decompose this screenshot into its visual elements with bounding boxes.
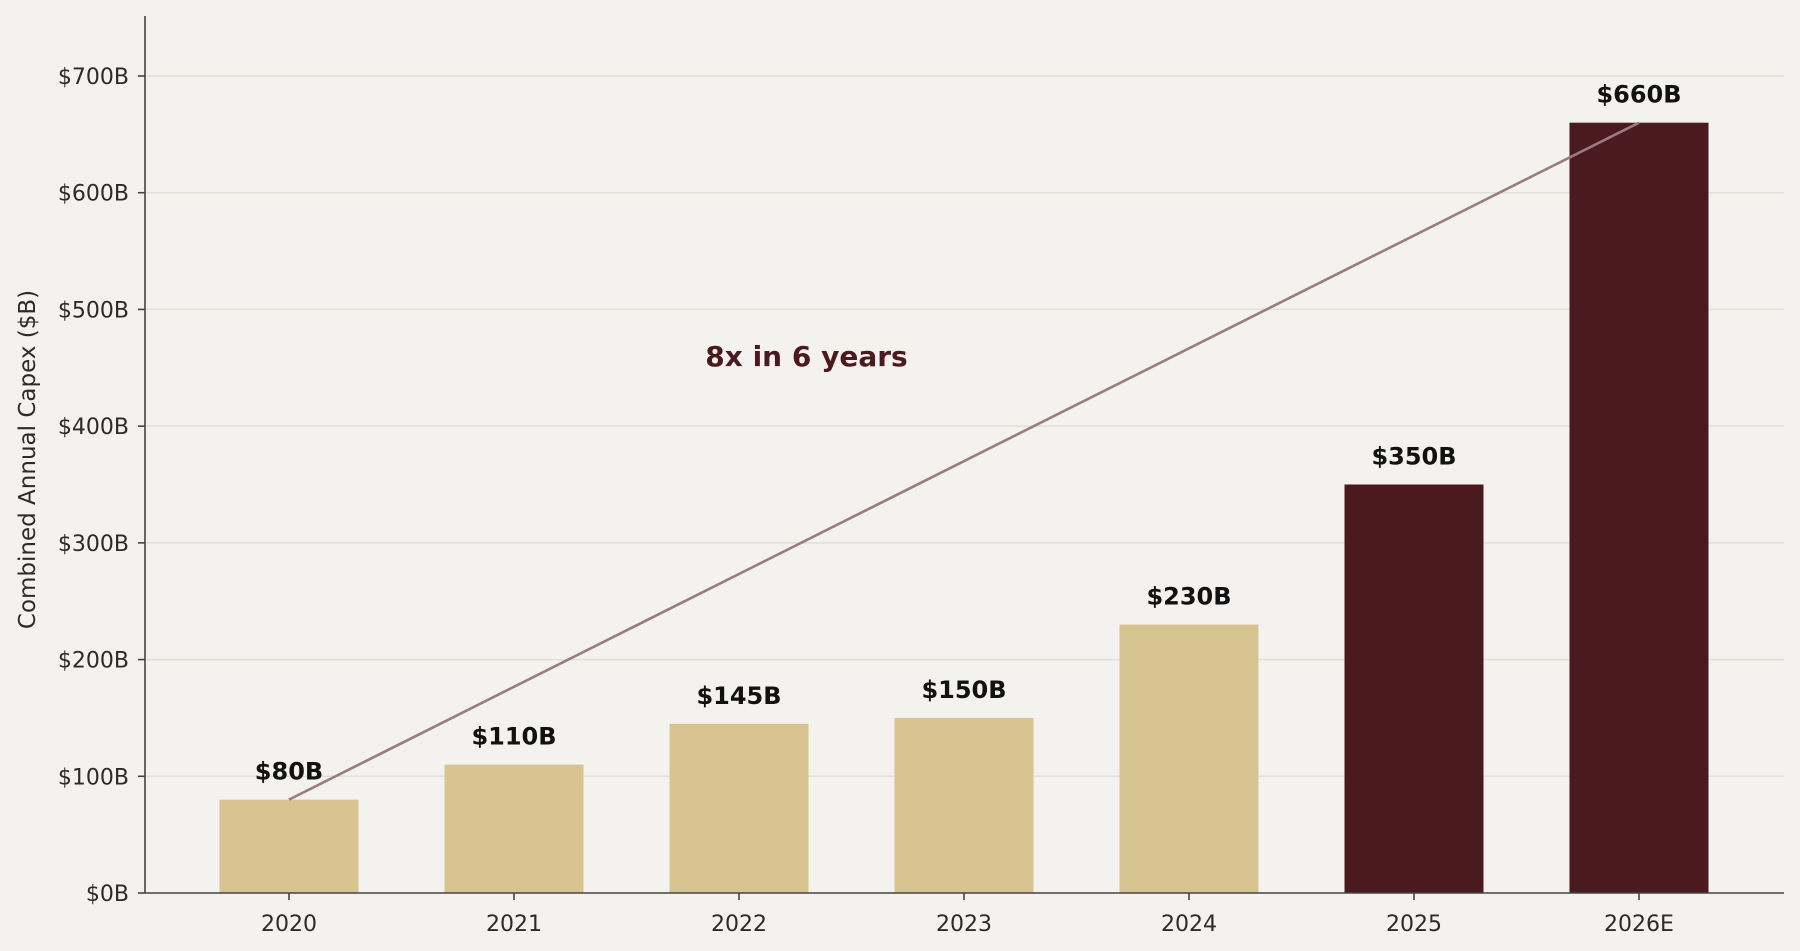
value-label: $80B: [255, 758, 323, 786]
y-axis-title: Combined Annual Capex ($B): [15, 290, 41, 629]
x-tick-label: 2025: [1386, 912, 1442, 937]
bar-2021: [444, 764, 584, 893]
bar-2020: [219, 799, 359, 893]
trend-line-group: [288, 121, 1640, 801]
bars: [219, 122, 1709, 893]
labels: $0B $100B $200B $300B $400B $500B $600B $700B 20…: [15, 65, 1682, 937]
bar-2026e: [1569, 122, 1709, 893]
value-label: $145B: [696, 682, 781, 710]
y-tick-label: $700B: [58, 65, 129, 90]
x-tick-label: 2024: [1161, 912, 1217, 937]
bar-2022: [669, 723, 809, 893]
y-tick-label: $300B: [58, 532, 129, 557]
x-tick-label: 2020: [261, 912, 317, 937]
gridlines: [145, 75, 1784, 778]
value-label: $110B: [471, 723, 556, 751]
axes: [138, 16, 1784, 900]
value-label: $660B: [1596, 81, 1681, 109]
x-tick-label: 2021: [486, 912, 542, 937]
growth-annotation: 8x in 6 years: [705, 340, 907, 373]
value-label: $350B: [1371, 443, 1456, 471]
y-tick-label: $100B: [58, 765, 129, 790]
y-tick-label: $400B: [58, 415, 129, 440]
bar-2023: [894, 717, 1034, 893]
x-tick-label: 2026E: [1604, 912, 1674, 937]
x-tick-label: 2022: [711, 912, 767, 937]
value-label: $150B: [921, 676, 1006, 704]
y-tick-label: $500B: [58, 298, 129, 323]
y-tick-label: $0B: [86, 882, 129, 907]
trend-line: [288, 121, 1640, 801]
bar-2025: [1344, 484, 1484, 893]
y-tick-label: $200B: [58, 649, 129, 674]
value-label: $230B: [1146, 583, 1231, 611]
y-tick-label: $600B: [58, 182, 129, 207]
x-tick-label: 2023: [936, 912, 992, 937]
bar-2024: [1119, 624, 1259, 893]
